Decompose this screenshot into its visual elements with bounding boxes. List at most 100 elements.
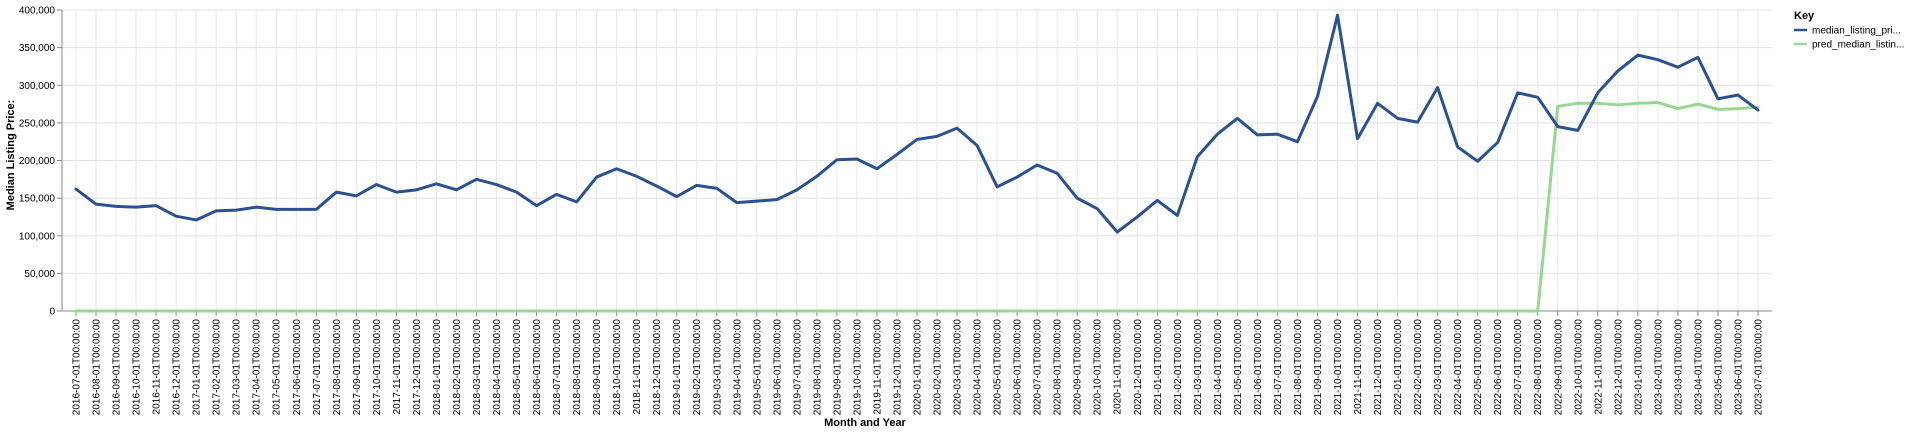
data-point bbox=[1296, 140, 1299, 143]
data-point bbox=[315, 310, 318, 313]
x-tick-label: 2020-09-01T00:00:00 bbox=[1073, 319, 1084, 416]
x-tick-label: 2021-03-01T00:00:00 bbox=[1193, 319, 1204, 416]
x-tick-label: 2019-01-01T00:00:00 bbox=[672, 319, 683, 416]
data-point bbox=[1136, 310, 1139, 313]
x-tick-label: 2019-07-01T00:00:00 bbox=[792, 319, 803, 416]
data-point bbox=[675, 195, 678, 198]
x-tick-label: 2018-06-01T00:00:00 bbox=[532, 319, 543, 416]
x-tick-label: 2018-08-01T00:00:00 bbox=[572, 319, 583, 416]
x-tick-label: 2023-07-01T00:00:00 bbox=[1754, 319, 1765, 416]
data-point bbox=[1736, 94, 1739, 97]
data-point bbox=[235, 209, 238, 212]
data-point bbox=[1016, 310, 1019, 313]
x-tick-label: 2016-12-01T00:00:00 bbox=[172, 319, 183, 416]
data-point bbox=[355, 194, 358, 197]
data-point bbox=[215, 310, 218, 313]
data-point bbox=[976, 144, 979, 147]
legend: Key median_listing_pri... pred_median_lis… bbox=[1794, 10, 1904, 51]
data-point bbox=[495, 183, 498, 186]
y-tick-label: 150,000 bbox=[19, 194, 56, 205]
x-tick-label: 2019-05-01T00:00:00 bbox=[752, 319, 763, 416]
data-point bbox=[775, 198, 778, 201]
x-tick-label: 2019-04-01T00:00:00 bbox=[732, 319, 743, 416]
data-point bbox=[1376, 102, 1379, 105]
data-point bbox=[1416, 121, 1419, 124]
data-point bbox=[215, 209, 218, 212]
data-point bbox=[1576, 102, 1579, 105]
data-point bbox=[475, 310, 478, 313]
data-point bbox=[1216, 133, 1219, 136]
x-tick-label: 2022-11-01T00:00:00 bbox=[1593, 319, 1604, 415]
x-tick-label: 2016-07-01T00:00:00 bbox=[72, 319, 83, 416]
x-tick-label: 2020-02-01T00:00:00 bbox=[933, 319, 944, 416]
x-tick-label: 2023-06-01T00:00:00 bbox=[1733, 319, 1744, 416]
data-point bbox=[1216, 310, 1219, 313]
data-point bbox=[1176, 310, 1179, 313]
x-tick-label: 2022-04-01T00:00:00 bbox=[1453, 319, 1464, 416]
data-point bbox=[795, 310, 798, 313]
x-tick-label: 2020-04-01T00:00:00 bbox=[973, 319, 984, 416]
data-point bbox=[875, 167, 878, 170]
data-point bbox=[615, 310, 618, 313]
y-tick-label: 100,000 bbox=[19, 231, 56, 242]
data-point bbox=[515, 310, 518, 313]
x-tick-label: 2017-09-01T00:00:00 bbox=[352, 319, 363, 416]
x-tick-label: 2019-02-01T00:00:00 bbox=[692, 319, 703, 416]
data-point bbox=[255, 206, 258, 209]
data-point bbox=[1716, 97, 1719, 100]
data-point bbox=[435, 182, 438, 185]
data-point bbox=[1436, 86, 1439, 89]
y-tick-label: 350,000 bbox=[19, 43, 56, 54]
data-point bbox=[1516, 310, 1519, 313]
data-point bbox=[1456, 310, 1459, 313]
series-line-1 bbox=[74, 101, 1760, 313]
data-point bbox=[1036, 310, 1039, 313]
series-line-0 bbox=[74, 13, 1760, 234]
x-tick-label: 2021-02-01T00:00:00 bbox=[1173, 319, 1184, 416]
data-point bbox=[1116, 230, 1119, 233]
data-point bbox=[335, 191, 338, 194]
data-point bbox=[375, 183, 378, 186]
x-tick-label: 2018-07-01T00:00:00 bbox=[552, 319, 563, 416]
data-point bbox=[1476, 310, 1479, 313]
data-point bbox=[575, 310, 578, 313]
data-point bbox=[1396, 310, 1399, 313]
data-point bbox=[996, 310, 999, 313]
data-point bbox=[1236, 117, 1239, 120]
data-point bbox=[1696, 103, 1699, 106]
data-point bbox=[295, 208, 298, 211]
data-point bbox=[695, 310, 698, 313]
data-point bbox=[1676, 66, 1679, 69]
data-point bbox=[855, 310, 858, 313]
data-point bbox=[95, 203, 98, 206]
y-tick-label: 400,000 bbox=[19, 6, 56, 17]
y-tick-label: 50,000 bbox=[24, 269, 55, 280]
x-tick-label: 2023-02-01T00:00:00 bbox=[1653, 319, 1664, 416]
data-point bbox=[695, 184, 698, 187]
data-point bbox=[475, 178, 478, 181]
data-point bbox=[395, 191, 398, 194]
data-point bbox=[1576, 129, 1579, 132]
y-axis: 0 50,000 100,000 150,000 200,000 250,000 300,0… bbox=[19, 6, 63, 318]
data-point bbox=[1616, 103, 1619, 106]
data-point bbox=[1396, 117, 1399, 120]
data-point bbox=[355, 310, 358, 313]
data-point bbox=[275, 208, 278, 211]
data-point bbox=[1716, 108, 1719, 111]
data-point bbox=[1356, 137, 1359, 140]
data-point bbox=[795, 188, 798, 191]
data-point bbox=[275, 310, 278, 313]
x-tick-label: 2023-05-01T00:00:00 bbox=[1713, 319, 1724, 416]
x-tick-label: 2020-05-01T00:00:00 bbox=[993, 319, 1004, 416]
x-tick-label: 2017-10-01T00:00:00 bbox=[372, 319, 383, 416]
data-point bbox=[835, 310, 838, 313]
x-tick-label: 2018-12-01T00:00:00 bbox=[652, 319, 663, 416]
x-tick-label: 2019-10-01T00:00:00 bbox=[852, 319, 863, 416]
x-tick-label: 2022-12-01T00:00:00 bbox=[1613, 319, 1624, 416]
data-point bbox=[775, 310, 778, 313]
data-point bbox=[1016, 176, 1019, 179]
x-tick-label: 2021-12-01T00:00:00 bbox=[1373, 319, 1384, 416]
data-point bbox=[1336, 310, 1339, 313]
data-point bbox=[635, 175, 638, 178]
data-point bbox=[1376, 310, 1379, 313]
